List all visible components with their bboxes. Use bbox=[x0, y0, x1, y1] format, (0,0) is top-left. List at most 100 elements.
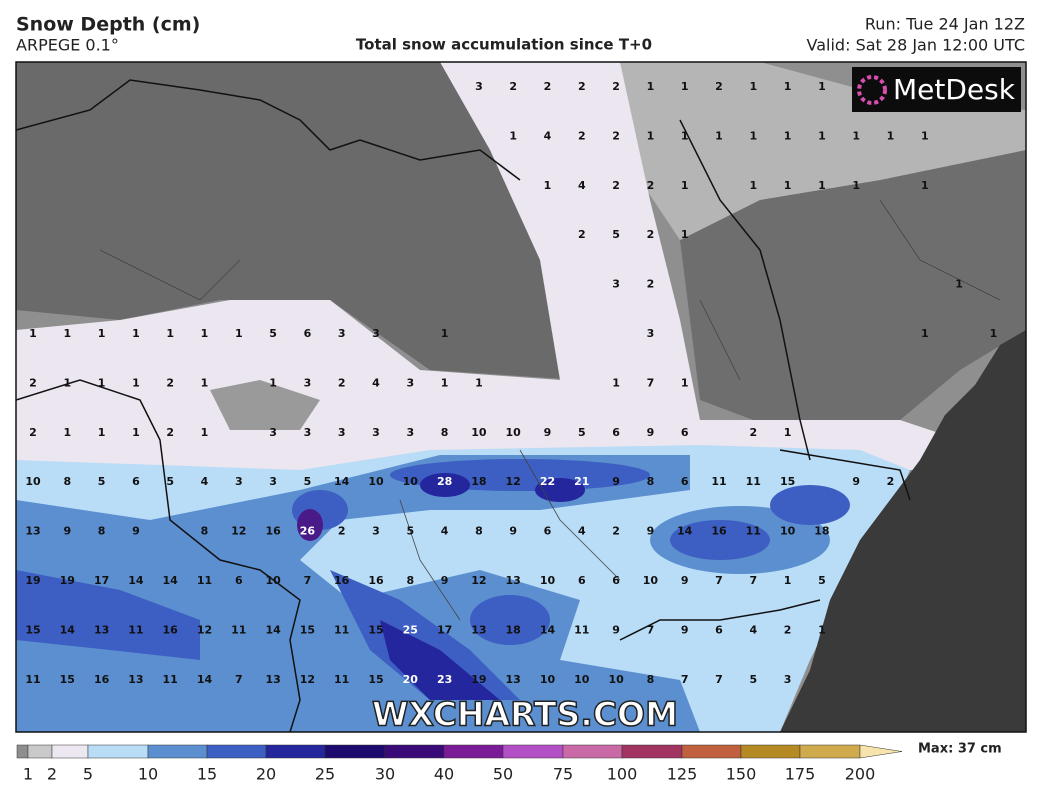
snow-value: 1 bbox=[98, 426, 106, 439]
snow-value: 15 bbox=[60, 673, 75, 686]
snow-value: 8 bbox=[63, 475, 71, 488]
legend-label: 50 bbox=[493, 765, 513, 784]
snow-value: 8 bbox=[201, 525, 209, 538]
snow-value: 15 bbox=[25, 623, 40, 636]
snow-value: 11 bbox=[746, 475, 761, 488]
snow-value: 1 bbox=[475, 376, 483, 389]
snow-value: 10 bbox=[471, 426, 487, 439]
snow-value: 3 bbox=[338, 426, 346, 439]
snow-value: 1 bbox=[681, 80, 689, 93]
snow-value: 2 bbox=[612, 129, 620, 142]
legend-swatch bbox=[859, 744, 903, 759]
snow-value: 1 bbox=[749, 179, 757, 192]
snow-value: 5 bbox=[406, 525, 414, 538]
title: Snow Depth (cm) bbox=[16, 14, 200, 36]
snow-value: 2 bbox=[338, 376, 346, 389]
snow-value: 22 bbox=[540, 475, 555, 488]
snow-value: 11 bbox=[746, 525, 761, 538]
snow-value: 5 bbox=[818, 574, 826, 587]
snow-value: 9 bbox=[544, 426, 552, 439]
snow-value: 6 bbox=[612, 426, 620, 439]
snow-value: 8 bbox=[441, 426, 449, 439]
snow-value: 2 bbox=[166, 376, 174, 389]
snow-value: 4 bbox=[372, 376, 380, 389]
snow-value: 6 bbox=[544, 525, 552, 538]
valid-time: Valid: Sat 28 Jan 12:00 UTC bbox=[807, 36, 1025, 55]
logo: MetDesk bbox=[852, 67, 1021, 112]
snow-value: 3 bbox=[612, 278, 620, 291]
snow-value: 1 bbox=[509, 129, 517, 142]
snow-value: 1 bbox=[818, 623, 826, 636]
snow-value: 5 bbox=[98, 475, 106, 488]
snow-value: 1 bbox=[681, 129, 689, 142]
watermark: WXCHARTS.COM bbox=[372, 695, 678, 734]
subtitle: Total snow accumulation since T+0 bbox=[356, 36, 652, 54]
legend: 1 2 5 10 15 20 25 30 40 50 75 100 125 150 175 200 bbox=[16, 744, 903, 784]
legend-swatch bbox=[562, 744, 623, 759]
snow-value: 3 bbox=[269, 475, 277, 488]
legend-label: 40 bbox=[434, 765, 454, 784]
snow-value: 12 bbox=[197, 623, 212, 636]
snow-value: 12 bbox=[231, 525, 246, 538]
snow-value: 10 bbox=[368, 475, 384, 488]
snow-value: 9 bbox=[612, 475, 620, 488]
snow-value: 10 bbox=[574, 673, 590, 686]
legend-label: 1 bbox=[23, 765, 33, 784]
snow-value: 3 bbox=[784, 673, 792, 686]
snow-value: 1 bbox=[921, 179, 929, 192]
snow-value: 16 bbox=[163, 623, 179, 636]
snow-value: 12 bbox=[471, 574, 486, 587]
snow-value: 1 bbox=[681, 179, 689, 192]
snow-value: 10 bbox=[25, 475, 41, 488]
snow-value: 15 bbox=[368, 623, 383, 636]
snow-value: 2 bbox=[647, 228, 655, 241]
snow-value: 1 bbox=[544, 179, 552, 192]
snow-value: 10 bbox=[265, 574, 281, 587]
snow-value: 1 bbox=[681, 228, 689, 241]
snow-value: 13 bbox=[506, 574, 521, 587]
legend-label: 10 bbox=[138, 765, 158, 784]
legend-swatch bbox=[443, 744, 504, 759]
snow-value: 2 bbox=[578, 80, 586, 93]
snow-value: 1 bbox=[647, 129, 655, 142]
legend-label: 5 bbox=[83, 765, 93, 784]
snow-value: 12 bbox=[506, 475, 521, 488]
legend-label: 15 bbox=[197, 765, 217, 784]
snow-value: 7 bbox=[715, 673, 723, 686]
snow-value: 14 bbox=[197, 673, 213, 686]
snow-value: 2 bbox=[338, 525, 346, 538]
legend-swatch bbox=[206, 744, 267, 759]
snow-value: 19 bbox=[25, 574, 40, 587]
snow-value: 13 bbox=[94, 623, 109, 636]
snow-value: 16 bbox=[94, 673, 110, 686]
snow-value: 7 bbox=[681, 673, 689, 686]
snow-value: 3 bbox=[406, 426, 414, 439]
snow-value: 1 bbox=[98, 327, 106, 340]
snow-value: 1 bbox=[63, 426, 71, 439]
snow-value: 3 bbox=[372, 525, 380, 538]
snow-value: 1 bbox=[63, 327, 71, 340]
snow-value: 10 bbox=[506, 426, 522, 439]
snow-value: 1 bbox=[132, 376, 140, 389]
legend-swatch bbox=[265, 744, 326, 759]
snow-value: 13 bbox=[25, 525, 40, 538]
snow-value: 1 bbox=[681, 376, 689, 389]
snow-value: 9 bbox=[509, 525, 517, 538]
snow-value: 7 bbox=[749, 574, 757, 587]
snow-value: 1 bbox=[955, 278, 963, 291]
snow-value: 1 bbox=[887, 129, 895, 142]
snow-value: 11 bbox=[163, 673, 178, 686]
snow-value: 2 bbox=[647, 179, 655, 192]
snow-value: 13 bbox=[265, 673, 280, 686]
legend-label: 150 bbox=[726, 765, 757, 784]
snow-value: 1 bbox=[201, 327, 209, 340]
snow-value: 1 bbox=[818, 129, 826, 142]
snow-value: 2 bbox=[749, 426, 757, 439]
legend-label: 20 bbox=[256, 765, 276, 784]
snow-value: 6 bbox=[715, 623, 723, 636]
snow-value: 11 bbox=[711, 475, 726, 488]
snow-value: 11 bbox=[334, 623, 349, 636]
snow-value: 8 bbox=[647, 673, 655, 686]
snow-value: 2 bbox=[612, 525, 620, 538]
snow-value: 9 bbox=[132, 525, 140, 538]
